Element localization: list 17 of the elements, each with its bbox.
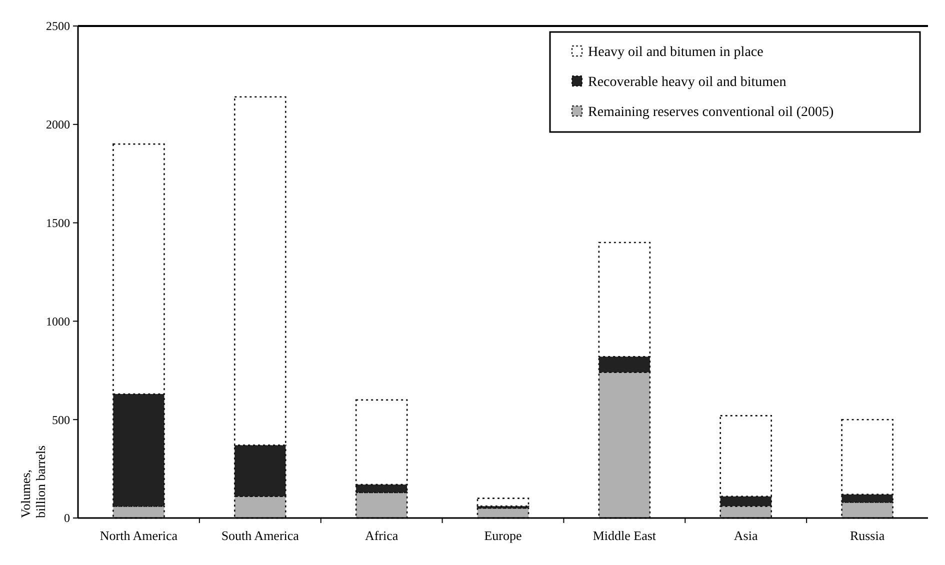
legend-label: Recoverable heavy oil and bitumen — [588, 74, 786, 90]
x-tick-label: Africa — [364, 528, 398, 543]
y-tick-label: 1500 — [46, 216, 70, 230]
legend-label: Heavy oil and bitumen in place — [588, 44, 764, 60]
x-tick-label: South America — [221, 528, 300, 543]
x-tick-label: Asia — [734, 528, 758, 543]
y-tick-label: 2000 — [46, 118, 70, 132]
y-tick-label: 1000 — [46, 314, 70, 328]
legend-label: Remaining reserves conventional oil (2005) — [588, 104, 834, 120]
x-tick-label: North America — [100, 528, 178, 543]
y-tick-label: 2500 — [46, 19, 70, 34]
y-tick-label: 500 — [52, 412, 70, 427]
y-axis-title: Volumes, billion barrels — [18, 445, 48, 518]
x-tick-label: Europe — [484, 528, 522, 543]
y-tick-label: 0 — [64, 511, 70, 526]
x-tick-label: Russia — [850, 528, 885, 543]
x-tick-label: Middle East — [592, 528, 656, 543]
